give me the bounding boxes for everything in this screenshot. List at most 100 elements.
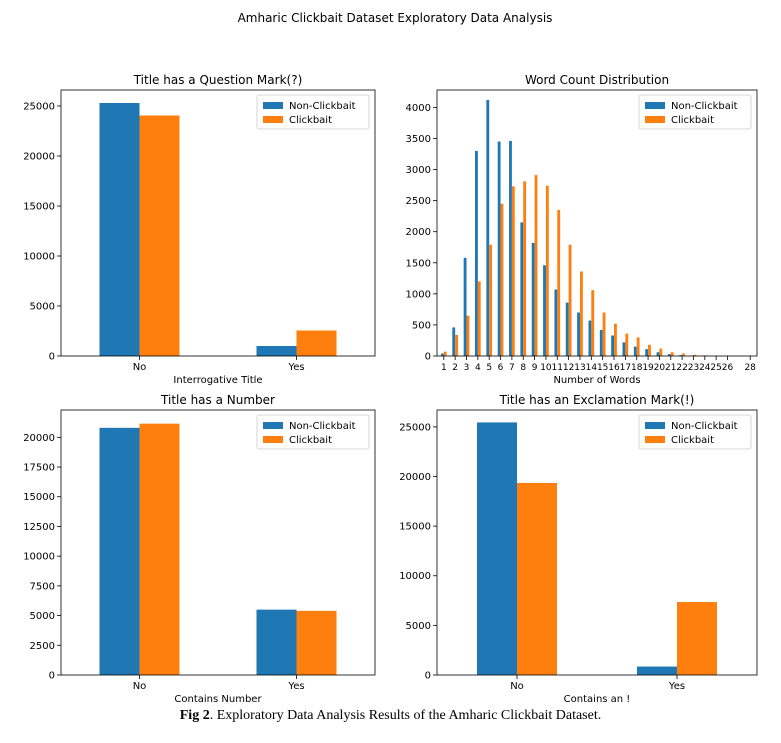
chart-question: 0 5000 10000 15000 20000 25000 No Yes Title has … xyxy=(23,73,376,386)
legend-entry-non-clickbait: Non-Clickbait xyxy=(289,421,356,432)
bar-wordcount-non-clickbait-7 xyxy=(509,140,512,356)
bar-wordcount-non-clickbait-22 xyxy=(679,355,683,356)
x-tick-label: 20 xyxy=(654,363,666,373)
legend-box xyxy=(638,94,752,130)
x-tick-label: 21 xyxy=(665,363,676,373)
bar-number-non-clickbait-Yes xyxy=(256,609,297,675)
x-tick-label: 23 xyxy=(688,363,699,373)
bar-wordcount-clickbait-18 xyxy=(636,337,640,356)
y-tick-label: 3500 xyxy=(406,134,431,145)
legend-entry-non-clickbait: Non-Clickbait xyxy=(289,101,356,112)
bar-wordcount-clickbait-15 xyxy=(602,312,606,356)
legend-swatch-non-clickbait xyxy=(645,422,665,429)
bar-number-clickbait-Yes xyxy=(296,610,337,675)
x-tick-label: Yes xyxy=(668,681,685,692)
x-axis-label: Contains Number xyxy=(174,694,262,705)
legend: Non-Clickbait Clickbait xyxy=(638,414,752,450)
caption-label: Fig 2 xyxy=(179,708,210,723)
figure-caption: Fig 2. Exploratory Data Analysis Results… xyxy=(0,708,781,724)
bar-wordcount-non-clickbait-5 xyxy=(486,99,490,356)
x-tick-label: 3 xyxy=(464,363,470,373)
x-tick-label: 5 xyxy=(486,363,492,373)
figure-canvas: Amharic Clickbait Dataset Exploratory Da… xyxy=(23,11,758,705)
bar-wordcount-non-clickbait-12 xyxy=(565,302,569,356)
y-tick-label: 5000 xyxy=(30,302,55,313)
bar-wordcount-clickbait-22 xyxy=(682,353,685,356)
x-tick-label: No xyxy=(510,681,524,692)
bar-question-clickbait-No xyxy=(139,115,180,356)
bar-wordcount-clickbait-11 xyxy=(557,209,561,356)
bar-exclamation-clickbait-No xyxy=(517,482,557,675)
y-tick-label: 20000 xyxy=(23,433,55,444)
x-tick-label: 2 xyxy=(452,363,458,373)
legend-swatch-clickbait xyxy=(645,436,665,443)
y-tick-label: 500 xyxy=(412,320,431,331)
legend: Non-Clickbait Clickbait xyxy=(256,94,370,130)
bar-wordcount-non-clickbait-9 xyxy=(531,242,535,356)
caption-text: . Exploratory Data Analysis Results of t… xyxy=(209,708,602,723)
y-tick-label: 3000 xyxy=(406,165,431,176)
bar-wordcount-clickbait-16 xyxy=(614,323,617,356)
legend-box xyxy=(256,414,370,450)
x-tick-label: 9 xyxy=(532,363,538,373)
bar-wordcount-clickbait-14 xyxy=(591,290,595,356)
y-tick-label: 1500 xyxy=(406,258,431,269)
bar-wordcount-clickbait-12 xyxy=(568,244,572,356)
bar-wordcount-clickbait-4 xyxy=(477,281,481,356)
y-tick-label: 5000 xyxy=(30,611,55,622)
y-tick-label: 15000 xyxy=(23,202,55,213)
x-tick-label: 8 xyxy=(520,363,526,373)
bar-wordcount-clickbait-7 xyxy=(511,186,515,356)
y-tick-label: 7500 xyxy=(30,581,55,592)
legend-entry-clickbait: Clickbait xyxy=(289,115,332,126)
y-tick-label: 0 xyxy=(425,352,431,363)
y-tick-label: 4000 xyxy=(406,103,431,114)
bar-wordcount-clickbait-6 xyxy=(500,203,504,356)
x-tick-label: 19 xyxy=(642,363,654,373)
y-tick-label: 0 xyxy=(425,671,431,682)
bar-wordcount-clickbait-3 xyxy=(466,315,470,356)
bar-question-clickbait-Yes xyxy=(296,330,337,356)
x-tick-label: Yes xyxy=(287,681,304,692)
bar-wordcount-non-clickbait-6 xyxy=(497,141,501,356)
x-tick-label: 18 xyxy=(631,363,643,373)
x-tick-label: 22 xyxy=(676,363,687,373)
x-axis-label: Number of Words xyxy=(553,375,640,386)
x-tick-label: 17 xyxy=(620,363,631,373)
legend-box xyxy=(256,94,370,130)
x-tick-label: 16 xyxy=(608,363,620,373)
bar-wordcount-clickbait-9 xyxy=(534,175,538,356)
bar-wordcount-clickbait-17 xyxy=(625,333,629,356)
y-tick-label: 5000 xyxy=(406,621,431,632)
plot-frame xyxy=(436,89,758,357)
legend-swatch-non-clickbait xyxy=(263,422,283,429)
x-tick-label: No xyxy=(133,362,147,373)
bar-question-non-clickbait-No xyxy=(99,103,140,356)
x-tick-label: 14 xyxy=(586,363,598,373)
y-tick-label: 2500 xyxy=(30,641,55,652)
bar-wordcount-non-clickbait-21 xyxy=(667,354,671,356)
plot-frame xyxy=(60,409,376,676)
bar-wordcount-non-clickbait-15 xyxy=(599,329,603,356)
x-tick-label: 7 xyxy=(509,363,515,373)
legend-swatch-clickbait xyxy=(263,116,283,123)
legend-swatch-clickbait xyxy=(645,116,665,123)
x-tick-label: 4 xyxy=(475,363,481,373)
chart-title: Title has a Number xyxy=(160,393,275,407)
legend-entry-clickbait: Clickbait xyxy=(289,435,332,446)
bar-wordcount-non-clickbait-20 xyxy=(656,352,660,356)
bar-wordcount-non-clickbait-16 xyxy=(611,335,615,356)
legend-swatch-non-clickbait xyxy=(263,102,283,109)
legend-swatch-non-clickbait xyxy=(645,102,665,109)
bar-exclamation-clickbait-Yes xyxy=(677,602,717,675)
bar-wordcount-non-clickbait-2 xyxy=(452,327,456,356)
bar-number-non-clickbait-No xyxy=(99,427,140,675)
chart-title: Word Count Distribution xyxy=(525,73,669,87)
y-tick-label: 15000 xyxy=(23,492,55,503)
bar-question-non-clickbait-Yes xyxy=(256,346,297,356)
legend-entry-clickbait: Clickbait xyxy=(671,115,714,126)
y-tick-label: 17500 xyxy=(23,463,55,474)
x-tick-label: 28 xyxy=(744,363,756,373)
bar-wordcount-clickbait-5 xyxy=(489,244,493,356)
y-tick-label: 10000 xyxy=(399,571,431,582)
